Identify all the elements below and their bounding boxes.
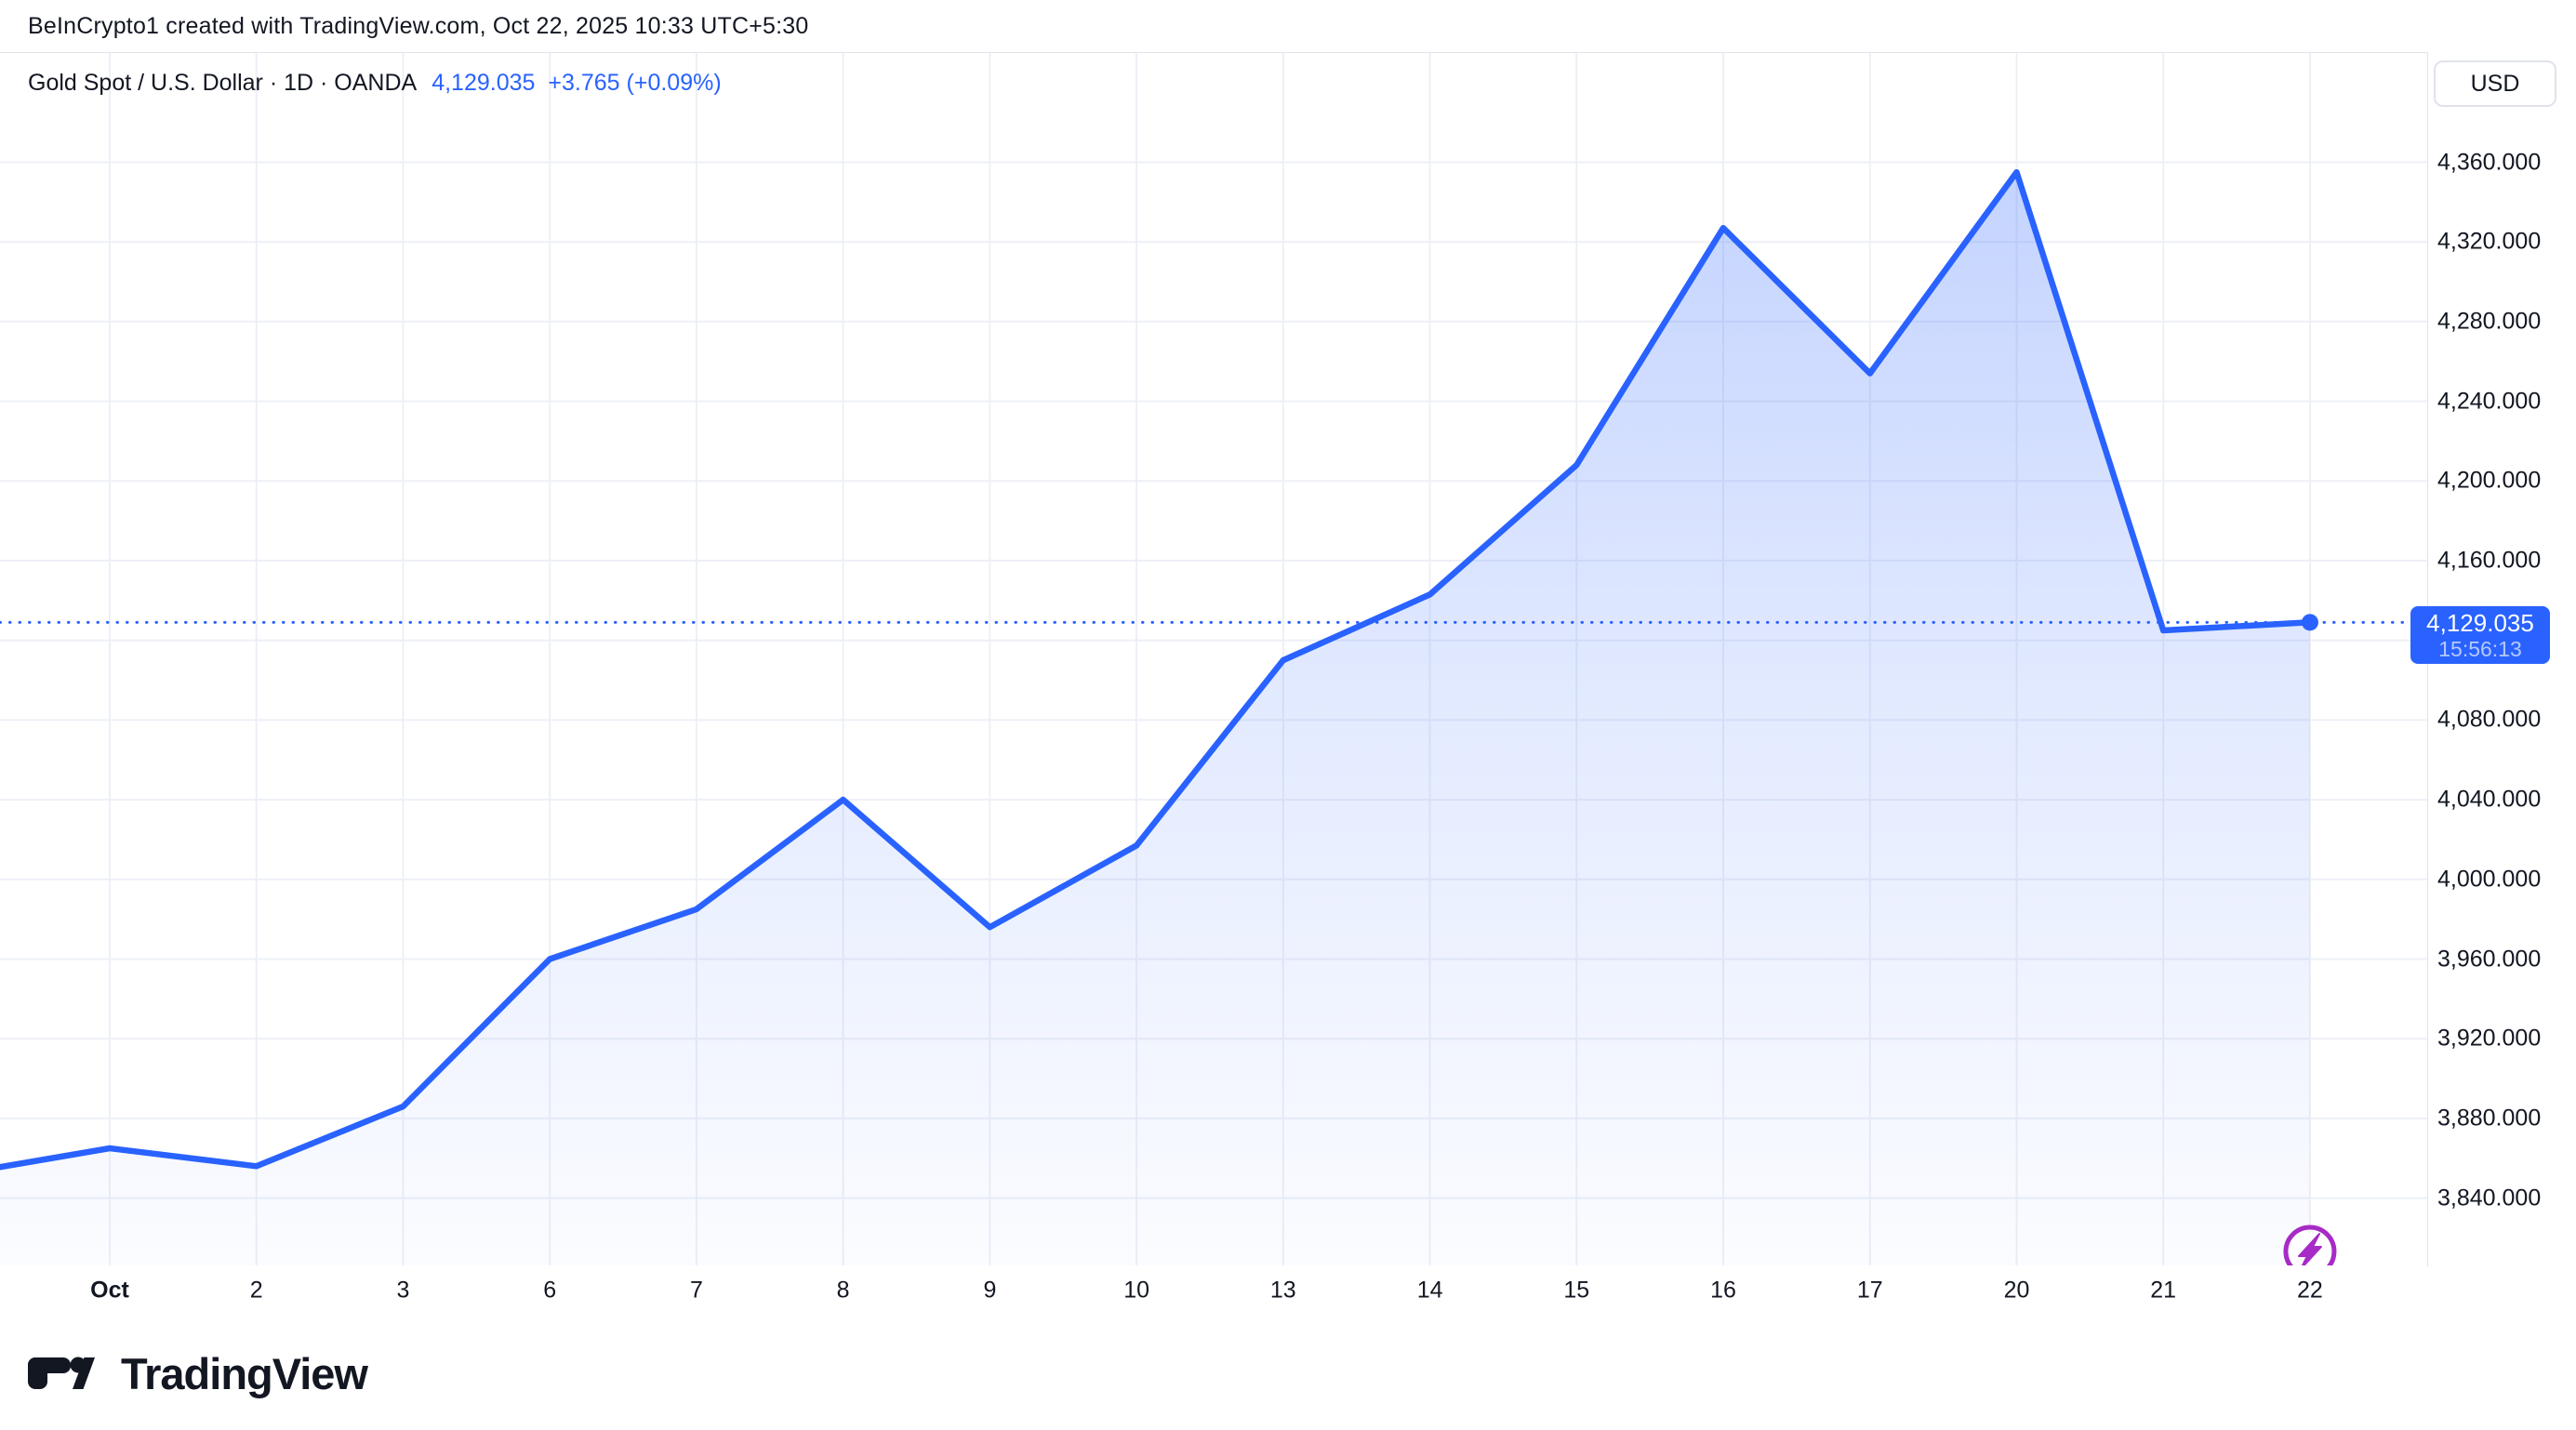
attribution-bar: BeInCrypto1 created with TradingView.com… [0,0,2576,52]
attribution-text: BeInCrypto1 created with TradingView.com… [28,12,809,39]
time-tick-label: 8 [836,1277,850,1304]
time-tick-label: 20 [2003,1277,2030,1304]
symbol-quote: 4,129.035 +3.765 (+0.09%) [432,70,721,97]
currency-label: USD [2470,70,2520,97]
time-tick-label: 17 [1856,1277,1883,1304]
price-tick-label: 4,040.000 [2437,786,2542,813]
time-tick-label: 7 [689,1277,703,1304]
symbol-title-row: Gold Spot / U.S. Dollar · 1D · OANDA 4,1… [28,70,722,97]
price-tick-label: 4,360.000 [2437,149,2542,175]
price-tick-label: 4,200.000 [2437,467,2542,494]
price-tick-label: 4,160.000 [2437,547,2542,574]
chart-pane[interactable]: Gold Spot / U.S. Dollar · 1D · OANDA 4,1… [0,52,2428,1266]
time-tick-label: 10 [1123,1277,1149,1304]
tradingview-wordmark[interactable]: TradingView [121,1349,368,1398]
last-price-text: 4,129.035 [432,70,536,96]
price-change-text: +3.765 (+0.09%) [548,70,722,96]
footer: TradingView [26,1348,368,1399]
price-tick-label: 4,280.000 [2437,308,2542,335]
last-point-marker [2301,614,2318,631]
time-tick-label: 13 [1269,1277,1296,1304]
price-tick-label: 3,880.000 [2437,1105,2542,1132]
scales-corner [2428,1265,2576,1316]
price-tick-label: 3,920.000 [2437,1025,2542,1052]
currency-toggle-button[interactable]: USD [2434,60,2556,107]
price-tick-label: 4,000.000 [2437,866,2542,893]
time-tick-label: 22 [2296,1277,2323,1304]
chart-canvas[interactable] [0,53,2427,1265]
time-tick-label: 2 [249,1277,263,1304]
time-tick-label: 9 [983,1277,997,1304]
time-tick-label: 15 [1563,1277,1590,1304]
area-fill [0,172,2310,1265]
time-tick-label: 14 [1416,1277,1443,1304]
price-tick-label: 4,080.000 [2437,706,2542,733]
time-tick-label: Oct [90,1277,129,1304]
time-scale[interactable]: Oct 2 3 6 7 8 9 10 13 14 15 16 17 20 21 22 [0,1265,2427,1316]
price-line-series [0,168,2314,1171]
flash-bolt-icon[interactable] [2297,1233,2322,1265]
price-tick-label: 3,960.000 [2437,946,2542,972]
time-tick-label: 16 [1710,1277,1736,1304]
price-tick-label: 4,320.000 [2437,228,2542,255]
countdown-timer: 15:56:13 [2438,637,2522,662]
price-tick-label: 4,240.000 [2437,388,2542,415]
symbol-description: Gold Spot / U.S. Dollar · 1D · OANDA [28,70,418,96]
time-tick-label: 21 [2150,1277,2177,1304]
last-price-value: 4,129.035 [2426,609,2534,638]
price-scale[interactable]: USD 4,360.000 4,320.000 4,280.000 4,240.000… [2410,53,2576,1265]
time-tick-label: 6 [543,1277,557,1304]
last-price-label[interactable]: 4,129.035 15:56:13 [2410,606,2550,665]
time-tick-label: 3 [396,1277,410,1304]
price-tick-label: 3,840.000 [2437,1185,2542,1212]
tradingview-logo-icon[interactable] [26,1354,106,1395]
